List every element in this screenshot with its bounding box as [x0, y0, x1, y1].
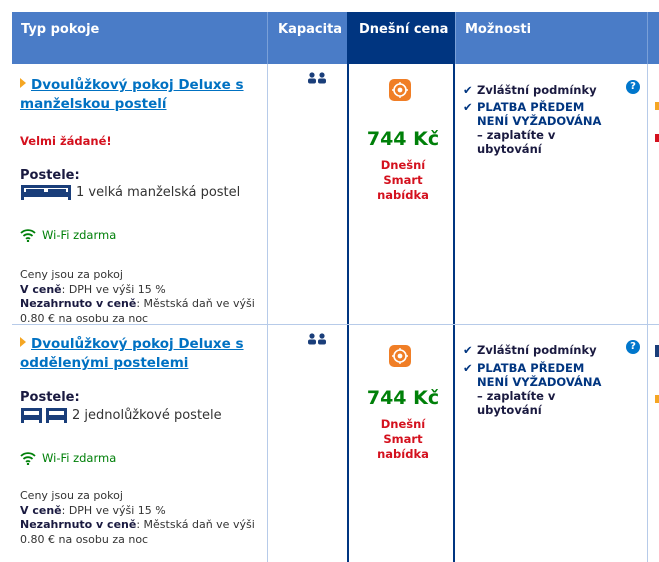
bed-description-text: 1 velká manželská postel	[76, 184, 241, 200]
room-name-line1[interactable]: Dvoulůžkový pokoj Deluxe s	[31, 336, 244, 352]
next-column-edge	[655, 395, 659, 403]
excluded-value: : Městská daň ve výši	[136, 297, 255, 310]
included-value: : DPH ve výši 15 %	[61, 282, 166, 296]
room-table: Typ pokoje Kapacita Dnešní cena Možnosti…	[12, 12, 659, 562]
header-extra-column	[647, 12, 659, 64]
prepayment-line1: PLATBA PŘEDEM	[477, 361, 585, 375]
smart-offer-icon	[389, 79, 411, 101]
beds-label: Postele:	[20, 390, 80, 405]
header-todays-price: Dnešní cena	[347, 12, 455, 64]
offer-line2: Smart nabídka	[377, 432, 429, 461]
excluded-value-cont: 0.80 € na osobu za noc	[20, 311, 149, 325]
two-persons-icon	[308, 333, 326, 345]
prepayment-line2: NENÍ VYŽADOVÁNA	[477, 375, 602, 389]
checkmark-icon: ✔	[463, 343, 473, 357]
question-mark-icon[interactable]: ?	[626, 340, 640, 354]
header-capacity: Kapacita	[267, 12, 347, 64]
smart-offer-icon	[389, 345, 411, 367]
wifi-icon	[20, 452, 36, 465]
room-name-link[interactable]: Dvoulůžkový pokoj Deluxe s oddělenými po…	[20, 335, 260, 373]
bed-description: 1 velká manželská postel	[20, 183, 240, 201]
prepayment-line3: – zaplatíte v	[477, 128, 556, 142]
wifi-icon	[20, 229, 36, 242]
offer-line2: Smart nabídka	[377, 173, 429, 202]
prepayment-line3: – zaplatíte v	[477, 389, 556, 403]
checkmark-icon: ✔	[463, 83, 473, 97]
price-per-room-note: Ceny jsou za pokoj	[20, 268, 123, 281]
high-demand-label: Velmi žádané!	[20, 134, 112, 148]
offer-line1: Dnešní	[380, 417, 426, 431]
included-label: V ceně	[20, 503, 62, 517]
room-name-line2[interactable]: manželskou postelí	[20, 96, 167, 112]
single-beds-icon	[21, 408, 67, 423]
price-details: Ceny jsou za pokoj V ceně: DPH ve výši 1…	[20, 489, 265, 547]
excluded-label: Nezahrnuto v ceně	[20, 518, 137, 531]
two-persons-icon	[308, 72, 326, 84]
prepayment-line4: ubytování	[477, 403, 542, 417]
offer-line1: Dnešní	[380, 158, 426, 172]
header-options: Možnosti	[455, 12, 647, 64]
next-column-edge	[655, 102, 659, 110]
table-row: Dvoulůžkový pokoj Deluxe s oddělenými po…	[12, 325, 659, 562]
question-mark-icon[interactable]: ?	[626, 80, 640, 94]
no-prepayment-info: ✔ PLATBA PŘEDEM NENÍ VYŽADOVÁNA – zaplatí…	[463, 100, 633, 156]
column-divider	[647, 64, 648, 562]
beds-label: Postele:	[20, 168, 80, 183]
prepayment-line1: PLATBA PŘEDEM	[477, 100, 585, 114]
bed-description-text: 2 jednolůžkové postele	[72, 407, 222, 423]
price-column-frame	[347, 64, 455, 562]
wifi-info: Wi-Fi zdarma	[20, 228, 116, 242]
wifi-label: Wi-Fi zdarma	[42, 228, 117, 242]
table-header: Typ pokoje Kapacita Dnešní cena Možnosti	[12, 12, 659, 64]
excluded-label: Nezahrnuto v ceně	[20, 297, 137, 310]
expand-arrow-icon	[20, 337, 26, 347]
special-conditions-text[interactable]: Zvláštní podmínky	[477, 83, 597, 97]
included-label: V ceně	[20, 282, 62, 296]
wifi-label: Wi-Fi zdarma	[42, 451, 117, 465]
wifi-info: Wi-Fi zdarma	[20, 451, 116, 465]
no-prepayment-info: ✔ PLATBA PŘEDEM NENÍ VYŽADOVÁNA – zaplatí…	[463, 361, 633, 417]
room-name-line1[interactable]: Dvoulůžkový pokoj Deluxe s	[31, 77, 244, 93]
special-conditions-text[interactable]: Zvláštní podmínky	[477, 343, 597, 357]
prepayment-line2: NENÍ VYŽADOVÁNA	[477, 114, 602, 128]
checkmark-icon: ✔	[463, 361, 473, 375]
included-value: : DPH ve výši 15 %	[61, 503, 166, 517]
bed-description: 2 jednolůžkové postele	[20, 406, 222, 424]
double-bed-icon	[21, 185, 71, 200]
prepayment-line4: ubytování	[477, 142, 542, 156]
room-name-line2[interactable]: oddělenými postelemi	[20, 355, 189, 371]
checkmark-icon: ✔	[463, 100, 473, 114]
smart-offer-label: Dnešní Smart nabídka	[357, 158, 449, 203]
price-value: 744 Kč	[366, 387, 440, 409]
price-value: 744 Kč	[366, 128, 440, 150]
table-row: Dvoulůžkový pokoj Deluxe s manželskou po…	[12, 64, 659, 325]
next-column-edge	[655, 345, 659, 357]
expand-arrow-icon	[20, 78, 26, 88]
special-conditions[interactable]: ✔ Zvláštní podmínky	[463, 343, 633, 357]
excluded-value: : Městská daň ve výši	[136, 518, 255, 531]
next-column-edge	[655, 134, 659, 142]
special-conditions[interactable]: ✔ Zvláštní podmínky	[463, 83, 633, 97]
room-name-link[interactable]: Dvoulůžkový pokoj Deluxe s manželskou po…	[20, 76, 260, 114]
column-divider	[267, 64, 268, 562]
price-details: Ceny jsou za pokoj V ceně: DPH ve výši 1…	[20, 268, 265, 326]
price-per-room-note: Ceny jsou za pokoj	[20, 489, 123, 502]
excluded-value-cont: 0.80 € na osobu za noc	[20, 532, 149, 546]
smart-offer-label: Dnešní Smart nabídka	[357, 417, 449, 462]
header-room-type: Typ pokoje	[21, 22, 100, 37]
